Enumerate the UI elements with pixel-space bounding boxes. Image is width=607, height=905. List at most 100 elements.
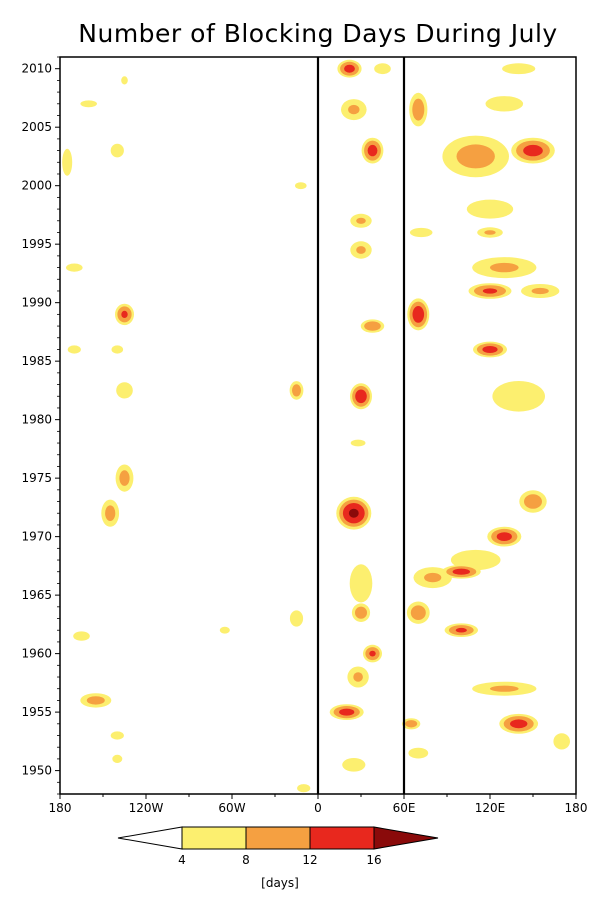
blob-49-level-12 bbox=[369, 650, 376, 657]
colorbar-units-label: [days] bbox=[261, 876, 299, 890]
colorbar-label-3: 16 bbox=[366, 853, 381, 867]
blob-40-level-8 bbox=[424, 572, 442, 583]
blob-23-level-12 bbox=[482, 288, 498, 294]
blob-32-level-4 bbox=[492, 381, 545, 412]
blob-2-level-4 bbox=[502, 63, 536, 75]
blob-52-level-12 bbox=[339, 708, 355, 716]
y-tick-label-12: 2010 bbox=[21, 62, 52, 76]
x-tick-label-3: 0 bbox=[314, 801, 322, 815]
colorbar-label-2: 12 bbox=[302, 853, 317, 867]
blob-13-level-4 bbox=[295, 182, 307, 190]
blob-59-level-4 bbox=[342, 758, 366, 772]
x-tick-label-1: 120W bbox=[129, 801, 164, 815]
blob-27-level-4 bbox=[67, 345, 81, 354]
blob-14-level-8 bbox=[356, 217, 366, 224]
blob-24-level-12 bbox=[121, 310, 128, 318]
x-tick-label-6: 180 bbox=[565, 801, 588, 815]
blob-54-level-8 bbox=[86, 696, 105, 705]
y-tick-label-8: 1990 bbox=[21, 296, 52, 310]
blob-38-level-12 bbox=[496, 532, 512, 541]
reference-lines bbox=[316, 57, 406, 794]
y-tick-label-11: 2005 bbox=[21, 120, 52, 134]
blob-60-level-4 bbox=[553, 733, 570, 750]
blob-20-level-8 bbox=[531, 287, 549, 295]
x-tick-label-2: 60W bbox=[218, 801, 245, 815]
blob-18-level-8 bbox=[356, 246, 366, 254]
blob-17-level-4 bbox=[409, 227, 433, 238]
blob-5-level-8 bbox=[412, 98, 425, 121]
x-tick-label-0: 180 bbox=[49, 801, 72, 815]
blob-37-level-8 bbox=[524, 494, 542, 509]
blob-19-level-8 bbox=[490, 262, 519, 273]
y-tick-label-9: 1995 bbox=[21, 237, 52, 251]
colorbar-label-0: 4 bbox=[178, 853, 186, 867]
blob-3-level-4 bbox=[121, 76, 128, 85]
blob-7-level-4 bbox=[485, 96, 524, 112]
blob-21-level-4 bbox=[66, 263, 83, 272]
blob-51-level-8 bbox=[490, 685, 519, 692]
blob-47-level-4 bbox=[219, 626, 230, 634]
blob-30-level-8 bbox=[292, 384, 301, 397]
blob-46-level-4 bbox=[289, 610, 304, 627]
blob-0-level-12 bbox=[344, 64, 355, 73]
blob-1-level-4 bbox=[374, 63, 391, 75]
blob-15-level-4 bbox=[466, 199, 514, 219]
blob-31-level-4 bbox=[116, 382, 133, 399]
y-tick-label-4: 1970 bbox=[21, 530, 52, 544]
colorbar-high-arrow bbox=[373, 826, 439, 850]
blob-58-level-4 bbox=[408, 747, 429, 759]
y-tick-label-1: 1955 bbox=[21, 705, 52, 719]
y-tick-label-0: 1950 bbox=[21, 764, 52, 778]
blob-25-level-8 bbox=[364, 321, 381, 331]
colorbar-low-arrow bbox=[117, 826, 183, 850]
blob-45-level-12 bbox=[455, 627, 467, 633]
blob-22-level-12 bbox=[412, 306, 425, 323]
blob-42-level-4 bbox=[349, 564, 373, 603]
blob-28-level-4 bbox=[111, 345, 124, 354]
contour-level-16 bbox=[348, 508, 359, 518]
colorbar: 4 8 12 16 bbox=[117, 826, 439, 867]
blob-50-level-8 bbox=[353, 672, 363, 682]
blob-26-level-12 bbox=[482, 346, 498, 353]
blob-12-level-4 bbox=[62, 148, 73, 176]
blob-55-level-4 bbox=[110, 731, 124, 740]
blob-57-level-8 bbox=[405, 720, 418, 728]
blob-36-level-16 bbox=[348, 508, 359, 518]
blob-39-level-12 bbox=[452, 568, 470, 575]
blob-10-level-8 bbox=[456, 144, 495, 169]
colorbar-box-0 bbox=[181, 826, 247, 850]
y-axis: 1950 1955 1960 1965 1970 1975 1980 1985 1990 1995… bbox=[21, 56, 60, 795]
blob-61-level-4 bbox=[297, 784, 311, 793]
y-tick-label-3: 1965 bbox=[21, 588, 52, 602]
contour-level-12 bbox=[121, 64, 543, 729]
blob-53-level-12 bbox=[510, 719, 528, 729]
blob-11-level-4 bbox=[110, 143, 124, 158]
y-tick-label-7: 1985 bbox=[21, 354, 52, 368]
blob-43-level-8 bbox=[355, 606, 367, 619]
blob-33-level-4 bbox=[350, 439, 366, 447]
blob-35-level-8 bbox=[105, 505, 116, 521]
colorbar-box-2 bbox=[309, 826, 375, 850]
blob-56-level-4 bbox=[112, 754, 123, 764]
y-tick-label-6: 1980 bbox=[21, 413, 52, 427]
blob-9-level-12 bbox=[367, 144, 378, 157]
blob-16-level-8 bbox=[484, 230, 496, 235]
blob-6-level-8 bbox=[348, 104, 360, 115]
x-axis: 180 120W 60W 0 60E 120E 180 bbox=[49, 794, 588, 815]
blob-4-level-4 bbox=[80, 100, 97, 108]
x-tick-label-5: 120E bbox=[475, 801, 506, 815]
x-tick-label-4: 60E bbox=[393, 801, 416, 815]
y-tick-label-2: 1960 bbox=[21, 647, 52, 661]
blob-44-level-8 bbox=[410, 605, 426, 620]
colorbar-label-1: 8 bbox=[242, 853, 250, 867]
y-tick-label-5: 1975 bbox=[21, 471, 52, 485]
blob-29-level-12 bbox=[355, 389, 367, 404]
y-tick-label-10: 2000 bbox=[21, 179, 52, 193]
contour-field bbox=[62, 59, 570, 793]
chart-title: Number of Blocking Days During July bbox=[78, 19, 557, 48]
blob-8-level-12 bbox=[523, 144, 543, 157]
blob-48-level-4 bbox=[73, 631, 90, 641]
colorbar-box-1 bbox=[245, 826, 311, 850]
blob-34-level-8 bbox=[119, 470, 130, 486]
